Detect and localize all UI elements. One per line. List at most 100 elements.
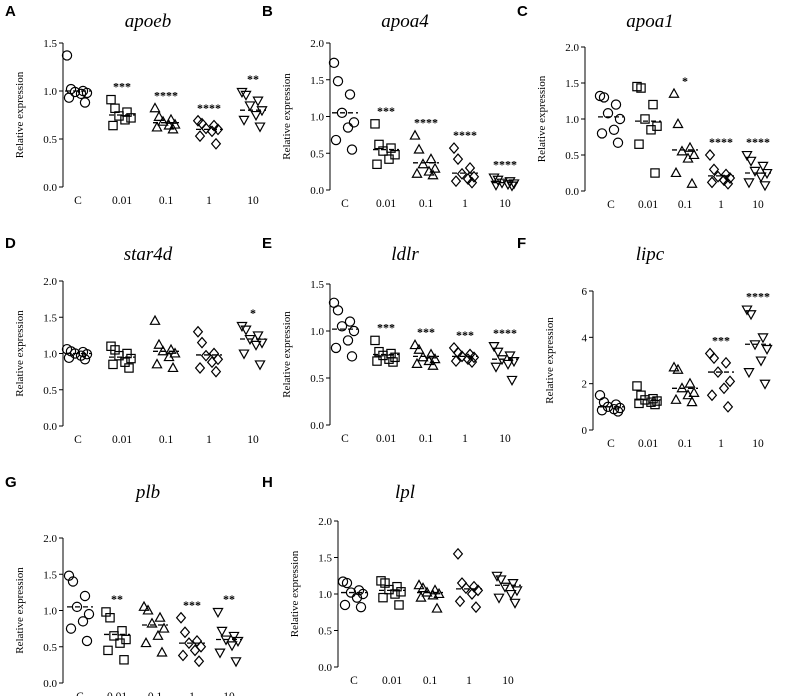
- triangle-marker: [672, 117, 684, 129]
- x-tick-label: 1: [466, 675, 472, 687]
- square-marker: [634, 139, 644, 149]
- square-marker: [634, 398, 644, 409]
- diamond-marker: [704, 149, 716, 161]
- circle-marker: [341, 577, 353, 589]
- square-marker: [117, 626, 127, 636]
- diamond-marker: [448, 142, 460, 155]
- diamond-marker: [175, 611, 187, 624]
- square-marker: [120, 115, 130, 125]
- y-tick-label: 6: [582, 286, 588, 298]
- y-tick-label: 2.0: [43, 533, 57, 545]
- x-tick-label: 1: [189, 691, 195, 696]
- triangle-marker: [152, 629, 164, 640]
- x-tick-label: C: [341, 198, 349, 210]
- inverted-triangle-marker: [252, 96, 264, 107]
- circle-marker: [602, 401, 614, 413]
- diamond-marker: [450, 355, 462, 368]
- x-tick-label: C: [607, 199, 615, 211]
- diamond-marker: [718, 382, 730, 395]
- circle-marker: [81, 349, 93, 360]
- diamond-marker: [196, 336, 208, 349]
- y-tick-label: 1.0: [318, 589, 332, 601]
- circle-marker: [339, 599, 351, 611]
- diamond-marker: [195, 640, 207, 653]
- x-tick-label: 1: [206, 195, 212, 207]
- significance-label: ****: [746, 290, 770, 304]
- diamond-marker: [466, 588, 478, 600]
- y-tick-label: 1.5: [318, 553, 332, 565]
- x-tick-label: 0.01: [376, 198, 396, 210]
- inverted-triangle-marker: [495, 575, 507, 586]
- chart-title: plb: [134, 482, 160, 503]
- y-tick-label: 1.0: [310, 326, 324, 338]
- square-marker: [106, 94, 116, 105]
- inverted-triangle-marker: [254, 360, 266, 371]
- significance-label: ***: [377, 104, 395, 118]
- circle-marker: [79, 354, 91, 365]
- triangle-marker: [421, 586, 433, 597]
- inverted-triangle-marker: [745, 310, 757, 321]
- diamond-marker: [708, 352, 720, 365]
- circle-marker: [357, 588, 369, 600]
- triangle-marker: [157, 345, 169, 356]
- y-tick-label: 1.5: [565, 78, 579, 90]
- triangle-marker: [142, 604, 154, 615]
- significance-label: ****: [453, 128, 477, 142]
- diamond-marker: [460, 582, 472, 595]
- x-tick-label: C: [341, 433, 349, 445]
- significance-label: ****: [493, 326, 517, 340]
- x-tick-label: C: [607, 438, 615, 450]
- inverted-triangle-marker: [745, 156, 757, 167]
- triangle-marker: [151, 121, 163, 132]
- x-tick-label: 10: [502, 675, 514, 687]
- diamond-marker: [450, 175, 462, 188]
- diamond-marker: [192, 325, 204, 338]
- inverted-triangle-marker: [236, 87, 248, 99]
- square-marker: [396, 587, 406, 597]
- y-axis-label: Relative expression: [14, 567, 26, 654]
- diamond-marker: [210, 137, 222, 150]
- panel-letter: H: [262, 474, 273, 491]
- inverted-triangle-marker: [743, 178, 755, 189]
- circle-marker: [336, 107, 348, 119]
- triangle-marker: [151, 358, 163, 369]
- circle-marker: [79, 97, 91, 108]
- x-tick-label: 0.01: [638, 438, 658, 450]
- circle-marker: [342, 335, 354, 346]
- triangle-marker: [411, 167, 423, 178]
- y-axis-label: Relative expression: [289, 550, 301, 637]
- diamond-marker: [212, 353, 224, 366]
- y-tick-label: 0.5: [310, 373, 324, 385]
- diamond-marker: [194, 362, 206, 374]
- inverted-triangle-marker: [749, 166, 761, 177]
- x-tick-label: C: [74, 195, 82, 207]
- x-tick-label: 10: [499, 433, 511, 445]
- y-tick-label: 1.0: [565, 114, 579, 126]
- diamond-marker: [712, 170, 724, 183]
- diamond-marker: [194, 130, 206, 143]
- y-axis-label: Relative expression: [536, 75, 548, 162]
- circle-marker: [342, 122, 354, 133]
- inverted-triangle-marker: [252, 331, 264, 342]
- circle-marker: [79, 590, 91, 602]
- diamond-marker: [183, 637, 195, 650]
- circle-marker: [614, 113, 626, 125]
- triangle-marker: [670, 393, 682, 404]
- x-tick-label: 0.1: [423, 675, 438, 687]
- diamond-marker: [722, 400, 734, 413]
- triangle-marker: [423, 165, 435, 176]
- diamond-marker: [470, 601, 482, 614]
- x-tick-label: 10: [247, 195, 259, 207]
- diamond-marker: [706, 176, 718, 189]
- triangle-marker: [429, 162, 441, 173]
- square-marker: [372, 356, 382, 366]
- triangle-marker: [429, 353, 441, 364]
- panel-letter: C: [517, 3, 528, 20]
- chart-title: apoa4: [381, 11, 429, 32]
- triangle-marker: [411, 357, 423, 368]
- triangle-marker: [686, 177, 698, 188]
- square-marker: [650, 168, 660, 178]
- significance-label: *: [682, 74, 688, 88]
